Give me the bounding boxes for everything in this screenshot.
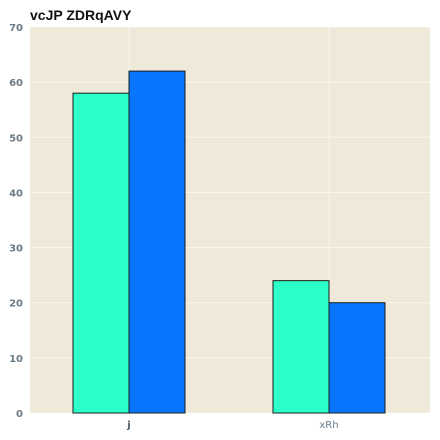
y-tick-label: 50 [9, 133, 23, 144]
y-tick-label: 0 [16, 409, 23, 420]
y-tick-label: 40 [9, 188, 23, 199]
y-tick-label: 70 [9, 23, 23, 34]
y-axis-ticks: 0 10 20 30 40 50 60 70 [9, 23, 23, 420]
y-tick-label: 10 [9, 354, 23, 365]
bar-j-series-2 [128, 70, 186, 414]
x-tick-label: xRh [319, 420, 338, 431]
y-tick-label: 30 [9, 244, 23, 255]
y-tick-label: 60 [9, 78, 23, 89]
bars [72, 70, 386, 414]
y-tick-label: 20 [9, 299, 23, 310]
x-axis-ticks: j xRh [126, 420, 338, 431]
bar-j-series-1 [72, 92, 130, 414]
bar-xRh-series-2 [328, 302, 386, 414]
x-tick-label: j [126, 420, 130, 431]
chart-title: vcJP ZDRqAVY [30, 7, 132, 23]
bar-xRh-series-1 [272, 280, 330, 414]
